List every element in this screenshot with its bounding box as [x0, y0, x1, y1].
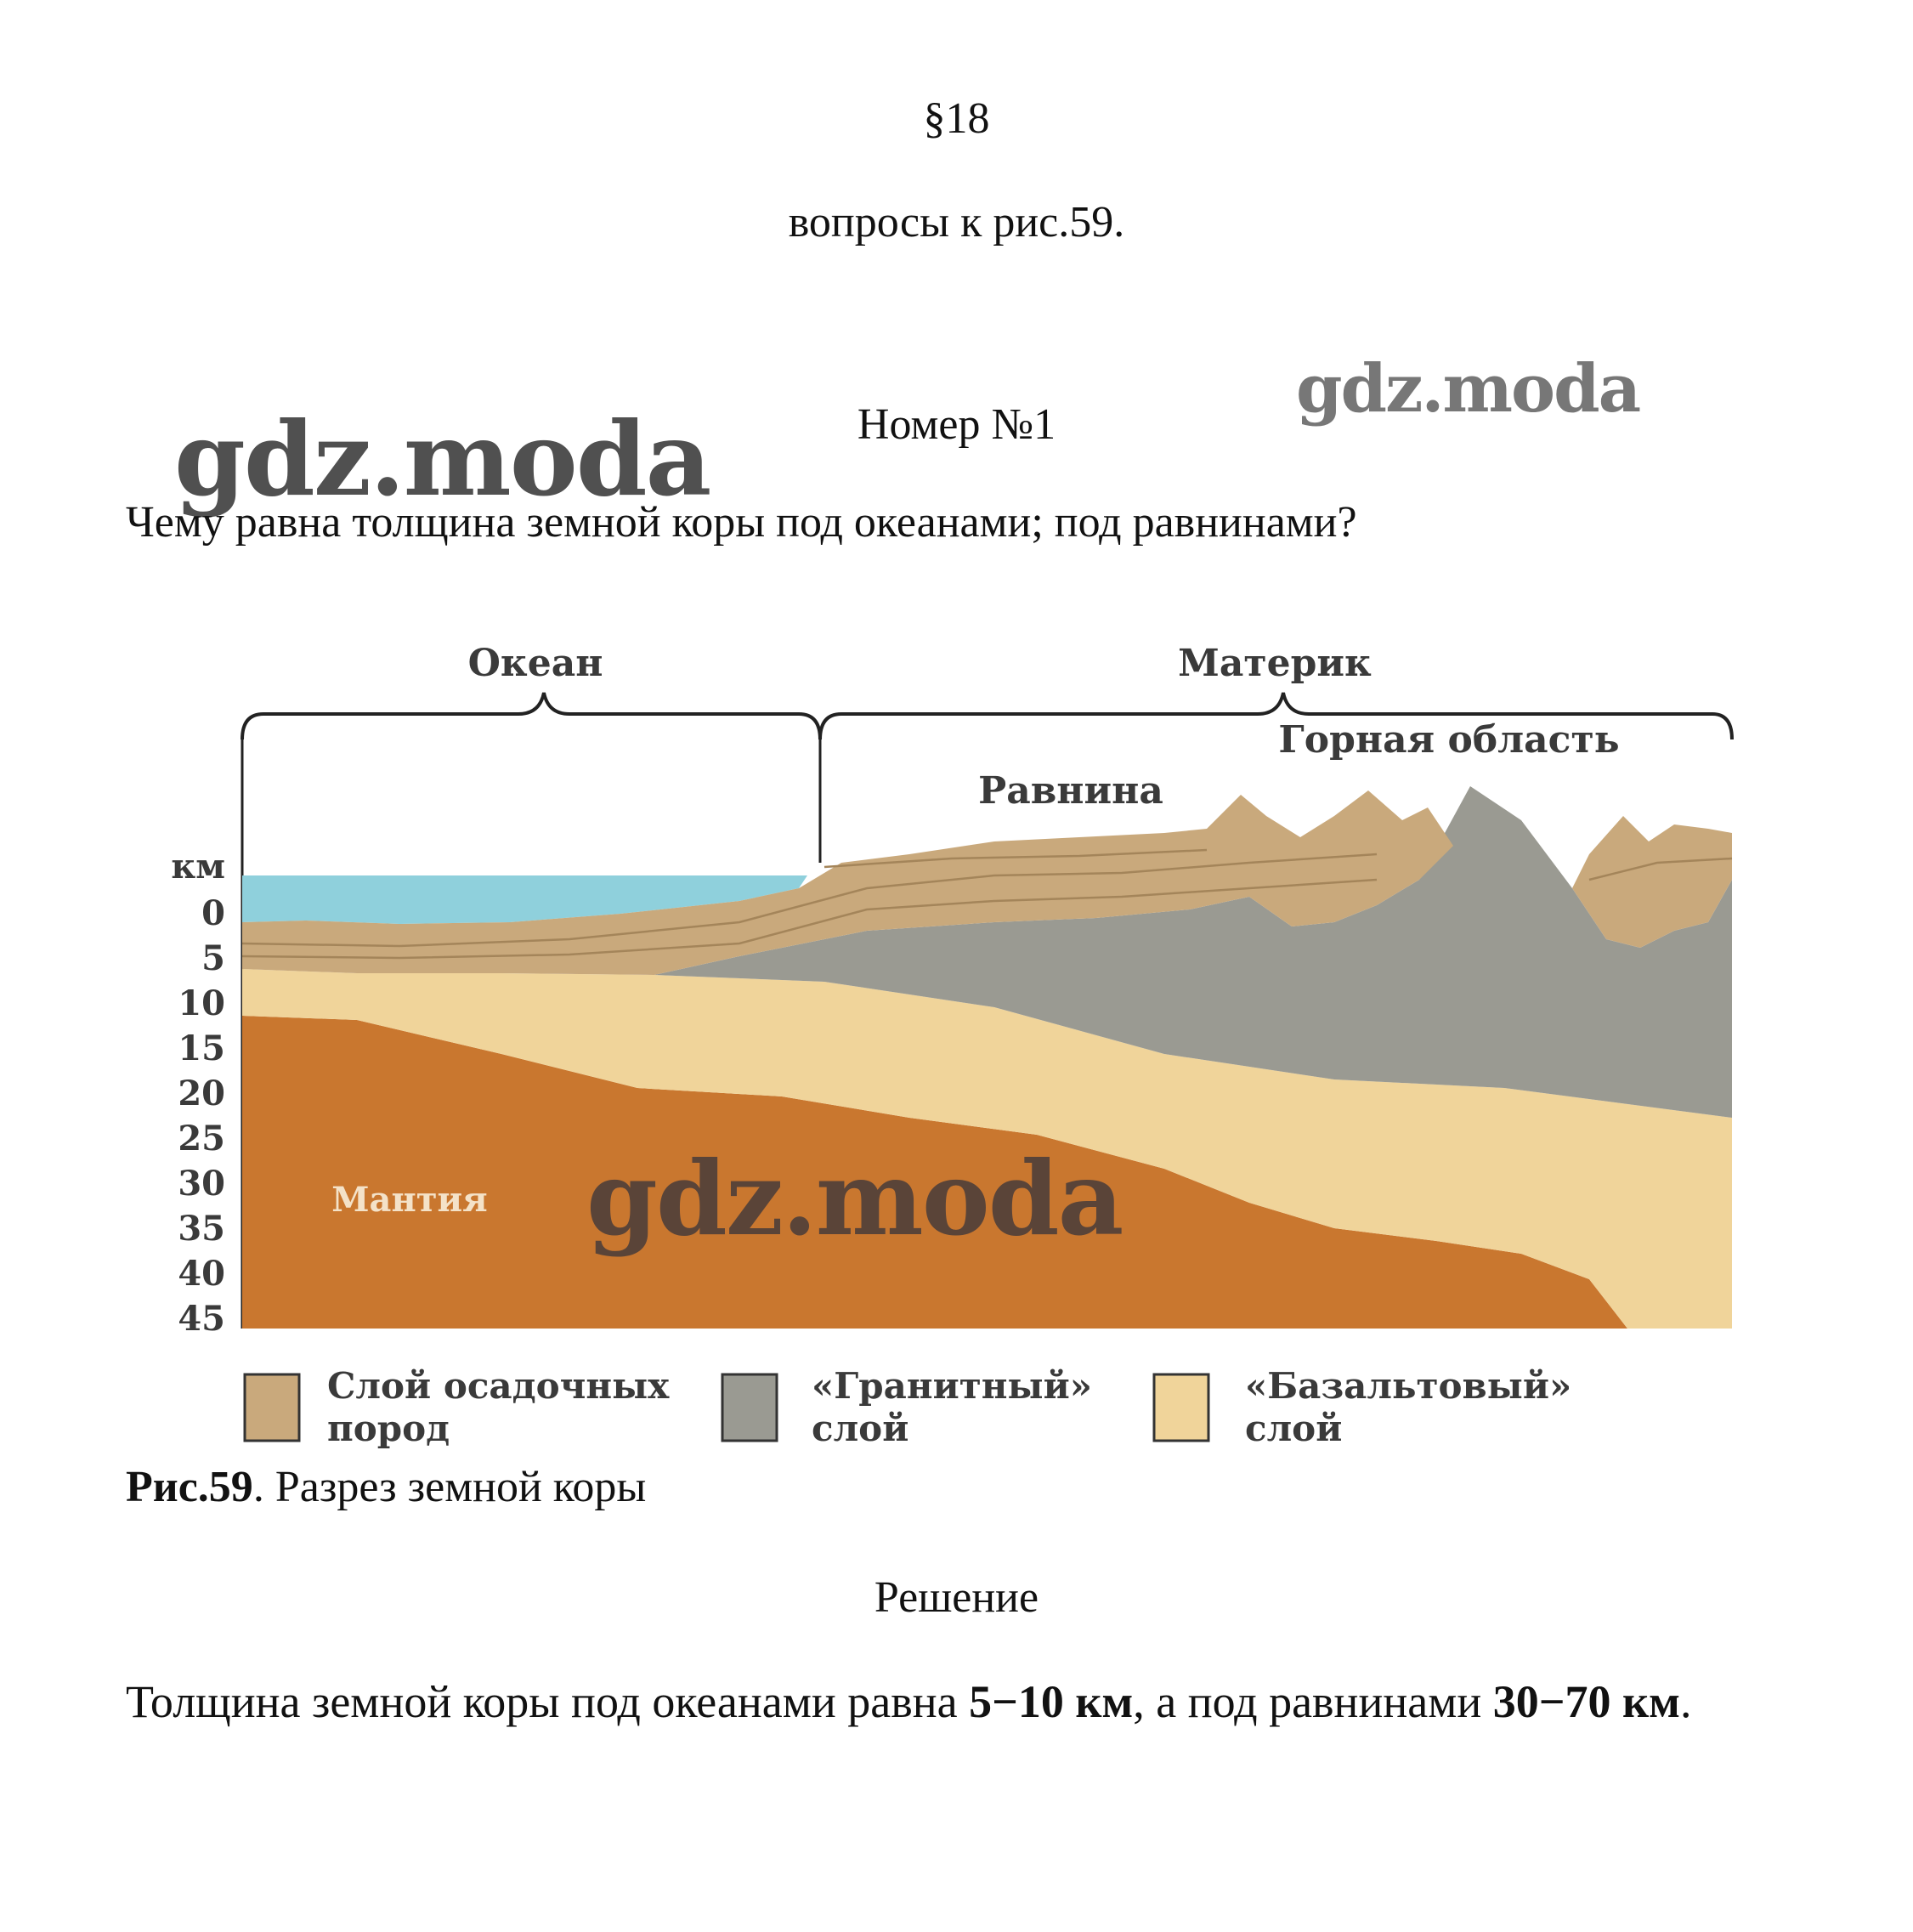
basalt-layer [242, 969, 1732, 1329]
depth-tick: 0 [201, 893, 225, 933]
solution-heading: Решение [874, 1573, 1039, 1622]
depth-tick: 15 [178, 1028, 225, 1068]
depth-unit: км [171, 847, 225, 887]
caption-text: . Разрез земной коры [252, 1463, 647, 1511]
ocean-water [242, 875, 807, 924]
caption-figure-ref: Рис.59 [126, 1463, 253, 1511]
earth-crust-diagram: км 0 5 10 15 20 25 30 35 40 45 Океан Мат… [171, 642, 1734, 1449]
answer-plain-thickness: 30−70 км [1492, 1676, 1680, 1727]
answer-ocean-thickness: 5−10 км [969, 1676, 1134, 1727]
depth-tick: 45 [178, 1299, 225, 1339]
depth-tick: 5 [201, 938, 225, 978]
legend-swatch-granite [721, 1373, 778, 1442]
sediment-layer [242, 790, 1453, 975]
depth-scale: км 0 5 10 15 20 25 30 35 40 45 [171, 847, 225, 1339]
ocean-label: Океан [468, 642, 603, 685]
mantle-layer [242, 1016, 1627, 1329]
legend-label: пород [327, 1408, 450, 1449]
plain-label: Равнина [978, 769, 1163, 813]
legend-swatch-sediment [243, 1373, 301, 1442]
ocean-brace [241, 692, 822, 740]
sediment-strata [241, 848, 1733, 960]
legend-label: «Базальтовый» [1245, 1365, 1571, 1407]
answer-part: . [1679, 1676, 1692, 1727]
section-number: §18 [923, 94, 990, 143]
answer-text: Толщина земной коры под океанами равна 5… [126, 1673, 1740, 1731]
legend-label: слой [812, 1408, 908, 1449]
task-question: Чему равна толщина земной коры под океан… [126, 498, 1357, 547]
depth-tick: 25 [178, 1119, 225, 1159]
continent-label: Материк [1178, 642, 1372, 685]
answer-part: , а под равнинами [1133, 1676, 1493, 1727]
granite-layer [654, 786, 1732, 1118]
depth-tick: 10 [178, 983, 225, 1023]
watermark-logo: gdz.moda [586, 1139, 1123, 1259]
figure-caption: Рис.59. Разрез земной коры [126, 1462, 646, 1512]
watermark-logo: gdz.moda [1296, 350, 1641, 428]
sediment-layer-mountain [1572, 816, 1732, 948]
section-subtitle: вопросы к рис.59. [788, 198, 1125, 246]
legend-label: слой [1245, 1408, 1342, 1449]
watermark-logo: gdz.moda [174, 399, 711, 519]
depth-tick: 30 [178, 1164, 225, 1204]
legend: Слой осадочных пород «Гранитный» слой «Б… [243, 1365, 1571, 1449]
continent-brace [818, 692, 1734, 740]
legend-label: «Гранитный» [812, 1365, 1092, 1407]
mountain-label: Горная область [1278, 718, 1619, 762]
depth-tick: 40 [178, 1254, 225, 1294]
depth-tick: 20 [178, 1074, 225, 1113]
mantle-label: Мантия [331, 1180, 487, 1220]
depth-tick: 35 [178, 1209, 225, 1249]
legend-label: Слой осадочных [327, 1365, 670, 1407]
task-number: Номер №1 [857, 400, 1056, 449]
answer-part: Толщина земной коры под океанами равна [126, 1676, 970, 1727]
legend-swatch-basalt [1152, 1373, 1210, 1442]
